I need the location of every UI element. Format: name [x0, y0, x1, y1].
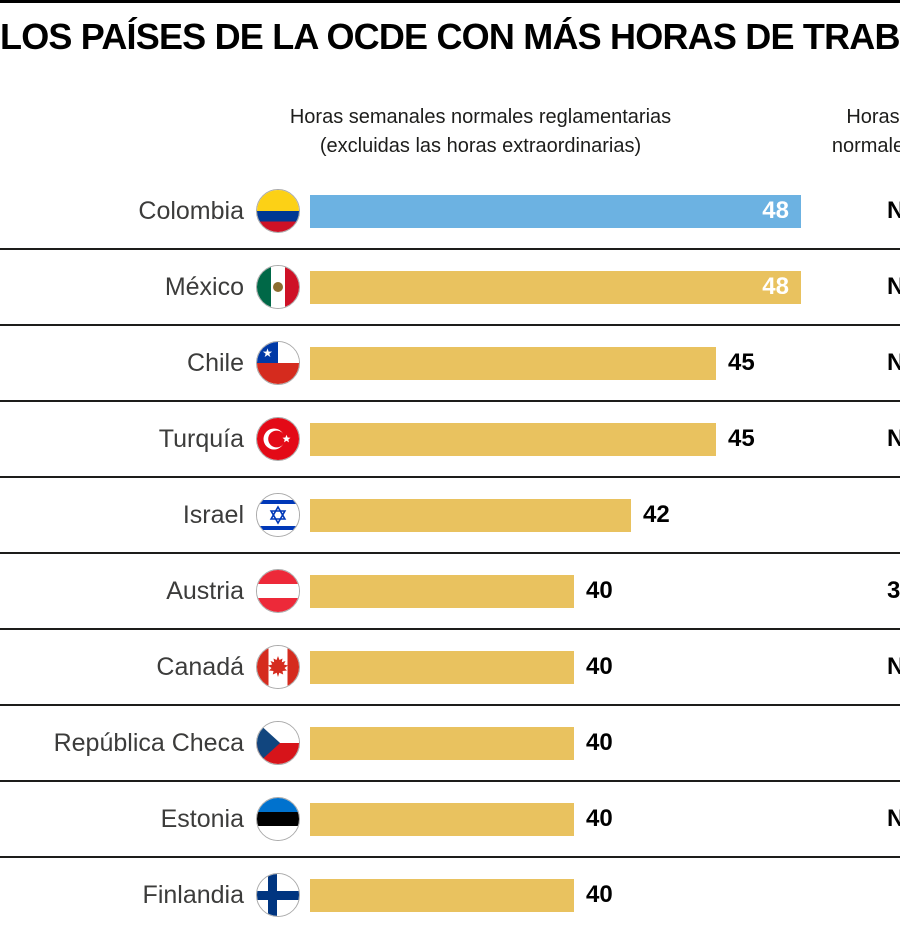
- right-column-value: N: [887, 273, 900, 300]
- value-bar: [310, 574, 574, 608]
- country-row: Finlandia 40: [0, 858, 900, 932]
- bar-value-label: 40: [586, 881, 613, 908]
- value-bar: [310, 498, 631, 532]
- bar-column-header: Horas semanales normales reglamentarias …: [253, 103, 708, 161]
- flag-mexico-icon: [256, 265, 300, 309]
- right-column-header: Horas normales: [758, 103, 900, 161]
- bar-value-label: 40: [586, 729, 613, 756]
- country-label: Colombia: [138, 196, 244, 225]
- value-bar: 48: [310, 270, 801, 304]
- bar-value-label: 48: [762, 197, 789, 224]
- bar-chart: Colombia 48 N México 48 N Chile ★ 45 N Turquía 45 N I…: [0, 174, 900, 932]
- flag-republica-checa-icon: [256, 721, 300, 765]
- bar-value-label: 40: [586, 577, 613, 604]
- country-label: República Checa: [53, 728, 244, 757]
- bar-area: 40: [310, 726, 613, 760]
- value-bar: [310, 802, 574, 836]
- flag-chile-icon: ★: [256, 341, 300, 385]
- value-bar: [310, 422, 716, 456]
- value-bar: 48: [310, 194, 801, 228]
- bar-area: 40: [310, 878, 613, 912]
- bar-column-header-line2: (excluidas las horas extraordinarias): [319, 135, 642, 157]
- country-row: República Checa 40: [0, 706, 900, 782]
- value-bar: [310, 878, 574, 912]
- country-label: Finlandia: [142, 880, 244, 909]
- bar-value-label: 40: [586, 805, 613, 832]
- country-label: Turquía: [158, 424, 244, 453]
- flag-colombia-icon: [256, 189, 300, 233]
- bar-value-label: 40: [586, 653, 613, 680]
- page-title: LOS PAÍSES DE LA OCDE CON MÁS HORAS DE T…: [0, 16, 900, 57]
- flag-canada-icon: [256, 645, 300, 689]
- bar-area: 48: [310, 270, 801, 304]
- country-row: Canadá 40 N: [0, 630, 900, 706]
- value-bar: [310, 346, 716, 380]
- country-row: Chile ★ 45 N: [0, 326, 900, 402]
- bar-value-label: 45: [728, 425, 755, 452]
- bar-area: 48: [310, 194, 801, 228]
- right-column-value: N: [887, 197, 900, 224]
- right-column-value: N: [887, 653, 900, 680]
- right-column-header-line2: normales: [831, 135, 900, 157]
- country-row: Austria 40 3: [0, 554, 900, 630]
- flag-austria-icon: [256, 569, 300, 613]
- right-column-value: 3: [887, 577, 900, 604]
- top-rule: [0, 0, 900, 3]
- bar-value-label: 42: [643, 501, 670, 528]
- flag-turquia-icon: [256, 417, 300, 461]
- bar-area: 40: [310, 802, 613, 836]
- country-row: Estonia 40 N: [0, 782, 900, 858]
- bar-area: 45: [310, 422, 755, 456]
- flag-israel-icon: [256, 493, 300, 537]
- right-column-value: N: [887, 425, 900, 452]
- country-label: México: [164, 272, 244, 301]
- country-row: México 48 N: [0, 250, 900, 326]
- bar-value-label: 45: [728, 349, 755, 376]
- flag-finlandia-icon: [256, 873, 300, 917]
- country-row: Israel 42: [0, 478, 900, 554]
- country-label: Israel: [182, 500, 244, 529]
- bar-area: 40: [310, 574, 613, 608]
- value-bar: [310, 726, 574, 760]
- country-row: Colombia 48 N: [0, 174, 900, 250]
- bar-column-header-line1: Horas semanales normales reglamentarias: [289, 106, 672, 128]
- country-label: Estonia: [160, 804, 244, 833]
- bar-area: 40: [310, 650, 613, 684]
- bar-area: 42: [310, 498, 670, 532]
- right-column-header-line1: Horas: [846, 106, 900, 128]
- right-column-value: N: [887, 349, 900, 376]
- bar-area: 45: [310, 346, 755, 380]
- flag-estonia-icon: [256, 797, 300, 841]
- country-label: Austria: [166, 576, 244, 605]
- value-bar: [310, 650, 574, 684]
- country-label: Canadá: [156, 652, 244, 681]
- country-label: Chile: [187, 348, 244, 377]
- country-row: Turquía 45 N: [0, 402, 900, 478]
- right-column-value: N: [887, 805, 900, 832]
- bar-value-label: 48: [762, 273, 789, 300]
